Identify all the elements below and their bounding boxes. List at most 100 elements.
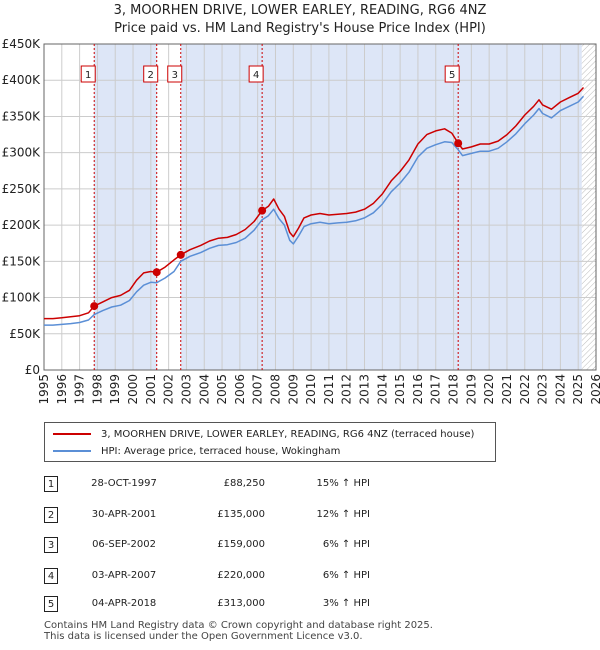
- sale-point: [454, 139, 463, 148]
- x-tick-label: 2023: [536, 374, 550, 405]
- x-tick-label: 2002: [162, 374, 176, 405]
- legend-hpi-swatch: [53, 450, 91, 452]
- sale-number-box: [248, 65, 264, 83]
- x-tick-label: 2019: [464, 374, 478, 405]
- x-tick-label: 2010: [304, 374, 318, 405]
- sale-period-band: [180, 44, 263, 370]
- y-tick-label: £400K: [2, 73, 42, 87]
- sale-date: 04-APR-2018: [91, 598, 157, 609]
- y-tick-label: £150K: [2, 254, 42, 268]
- sale-number-label: 3: [172, 70, 178, 81]
- sale-number-badge: 2: [44, 507, 58, 523]
- x-tick-label: 2014: [375, 374, 389, 405]
- sale-number-badge: 5: [44, 596, 58, 612]
- y-tick-label: £50K: [9, 327, 41, 341]
- footer-copyright: Contains HM Land Registry data © Crown c…: [44, 620, 433, 631]
- x-tick-label: 2020: [482, 374, 496, 405]
- sale-row: 3 06-SEP-2002 £159,000 6% ↑ HPI: [0, 537, 600, 557]
- sale-hpi-diff: 12% ↑ HPI: [316, 509, 370, 520]
- sale-number-badge: 4: [44, 568, 58, 584]
- x-tick-label: 1997: [73, 374, 87, 405]
- sale-period-band: [94, 44, 157, 370]
- sale-point: [152, 268, 161, 277]
- y-tick-label: £350K: [2, 109, 42, 123]
- sale-row: 5 04-APR-2018 £313,000 3% ↑ HPI: [0, 596, 600, 616]
- y-tick-label: £250K: [2, 182, 42, 196]
- sale-period-band: [458, 44, 582, 370]
- x-tick-label: 2018: [447, 374, 461, 405]
- sale-number-label: 5: [449, 70, 455, 81]
- x-tick-label: 1996: [55, 374, 69, 405]
- sale-hpi-diff: 6% ↑ HPI: [322, 570, 370, 581]
- sale-period-band: [262, 44, 459, 370]
- legend-item-price: 3, MOORHEN DRIVE, LOWER EARLEY, READING,…: [53, 427, 474, 443]
- y-tick-label: £100K: [2, 291, 42, 305]
- sale-number-label: 1: [85, 70, 91, 81]
- x-tick-label: 2026: [589, 374, 600, 405]
- chart-title: 3, MOORHEN DRIVE, LOWER EARLEY, READING,…: [113, 3, 487, 18]
- sale-price: £159,000: [217, 539, 265, 550]
- sale-price: £313,000: [217, 598, 265, 609]
- chart-title-block: 3, MOORHEN DRIVE, LOWER EARLEY, READING,…: [0, 2, 600, 38]
- sale-hpi-diff: 6% ↑ HPI: [322, 539, 370, 550]
- legend-hpi-label: HPI: Average price, terraced house, Woki…: [101, 446, 341, 457]
- sale-hpi-diff: 15% ↑ HPI: [316, 478, 370, 489]
- sale-number-label: 2: [148, 70, 154, 81]
- x-tick-label: 1999: [108, 374, 122, 405]
- x-tick-label: 2006: [233, 374, 247, 405]
- sale-number-box: [444, 65, 460, 83]
- x-tick-label: 2015: [393, 374, 407, 405]
- sale-number-badge: 3: [44, 537, 58, 553]
- sale-price: £88,250: [223, 478, 265, 489]
- x-tick-label: 2021: [500, 374, 514, 405]
- y-tick-label: £0: [25, 363, 40, 377]
- y-tick-label: £450K: [2, 37, 42, 51]
- legend: 3, MOORHEN DRIVE, LOWER EARLEY, READING,…: [44, 422, 496, 462]
- sale-number-box: [167, 65, 183, 83]
- x-tick-label: 2001: [144, 374, 158, 405]
- chart-subtitle: Price paid vs. HM Land Registry's House …: [114, 21, 486, 36]
- y-tick-label: £200K: [2, 218, 42, 232]
- sale-number-box: [143, 65, 159, 83]
- sale-number-label: 4: [253, 70, 259, 81]
- x-tick-label: 1998: [90, 374, 104, 405]
- legend-price-swatch: [53, 433, 91, 435]
- footer: Contains HM Land Registry data © Crown c…: [44, 620, 433, 642]
- y-tick-label: £300K: [2, 146, 42, 160]
- sale-point: [176, 250, 185, 259]
- price-chart: £0 £50K £100K £150K £200K £250K £300K £350K £400…: [2, 37, 600, 405]
- x-tick-label: 2012: [340, 374, 354, 405]
- hpi-line: [44, 95, 585, 326]
- sale-date: 28-OCT-1997: [91, 478, 157, 489]
- sale-date: 30-APR-2001: [91, 509, 157, 520]
- legend-price-label: 3, MOORHEN DRIVE, LOWER EARLEY, READING,…: [101, 429, 475, 440]
- x-tick-label: 2016: [411, 374, 425, 405]
- x-tick-label: 2005: [215, 374, 229, 405]
- sale-row: 1 28-OCT-1997 £88,250 15% ↑ HPI: [0, 476, 600, 496]
- x-tick-label: 2000: [126, 374, 140, 405]
- x-tick-label: 2022: [518, 374, 532, 405]
- x-tick-label: 2017: [429, 374, 443, 405]
- x-tick-label: 2004: [197, 374, 211, 405]
- sale-date: 03-APR-2007: [91, 570, 157, 581]
- forecast-hatch: [581, 44, 596, 370]
- sale-point: [258, 206, 267, 215]
- x-tick-label: 2003: [179, 374, 193, 405]
- sale-price: £135,000: [217, 509, 265, 520]
- x-tick-label: 2009: [286, 374, 300, 405]
- sale-number-badge: 1: [44, 476, 58, 492]
- x-tick-label: 2011: [322, 374, 336, 405]
- sale-price: £220,000: [217, 570, 265, 581]
- sale-row: 4 03-APR-2007 £220,000 6% ↑ HPI: [0, 568, 600, 588]
- price-line: [44, 86, 585, 320]
- x-tick-label: 2013: [358, 374, 372, 405]
- x-tick-label: 2025: [571, 374, 585, 405]
- x-tick-label: 2007: [251, 374, 265, 405]
- x-tick-label: 1995: [37, 374, 51, 405]
- sale-point: [90, 302, 99, 311]
- x-tick-label: 2008: [268, 374, 282, 405]
- x-tick-label: 2024: [553, 374, 567, 405]
- sale-date: 06-SEP-2002: [92, 539, 156, 550]
- plot-border: [43, 43, 597, 371]
- sale-hpi-diff: 3% ↑ HPI: [322, 598, 370, 609]
